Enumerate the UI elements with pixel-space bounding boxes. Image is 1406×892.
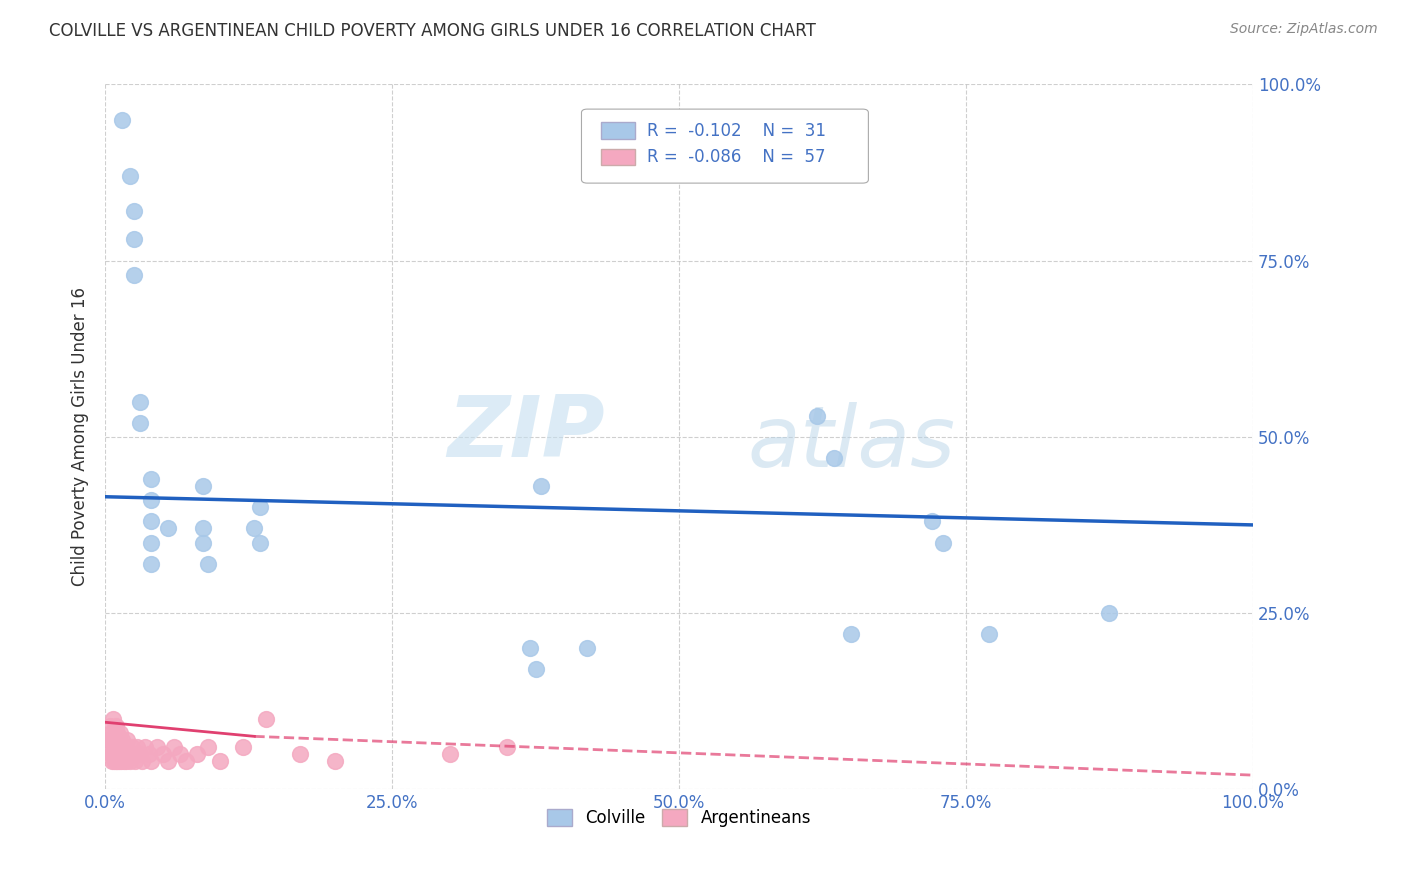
Point <box>110 754 132 768</box>
Point <box>115 732 138 747</box>
Text: ZIP: ZIP <box>447 392 605 475</box>
Point <box>139 472 162 486</box>
Point <box>97 743 120 757</box>
Point <box>108 747 131 761</box>
Point <box>122 268 145 282</box>
Point <box>530 479 553 493</box>
Point <box>254 712 277 726</box>
Point <box>157 754 180 768</box>
Point <box>105 726 128 740</box>
Text: R =  -0.086    N =  57: R = -0.086 N = 57 <box>647 148 825 166</box>
Point <box>139 557 162 571</box>
Point <box>169 747 191 761</box>
Point <box>120 754 142 768</box>
Point <box>249 500 271 515</box>
Point <box>107 747 129 761</box>
Point <box>439 747 461 761</box>
Point <box>111 732 134 747</box>
Point <box>112 754 135 768</box>
Point <box>111 112 134 127</box>
Point <box>103 732 125 747</box>
Point <box>186 747 208 761</box>
Point <box>107 732 129 747</box>
Point <box>128 394 150 409</box>
Point <box>191 535 214 549</box>
Point <box>108 754 131 768</box>
Bar <box>600 122 636 139</box>
Point <box>103 739 125 754</box>
Point <box>138 747 160 761</box>
Point <box>208 754 231 768</box>
Text: R =  -0.102    N =  31: R = -0.102 N = 31 <box>647 122 825 140</box>
Point <box>108 726 131 740</box>
Point <box>197 739 219 754</box>
Point <box>122 204 145 219</box>
Point <box>120 169 142 183</box>
Point <box>101 754 124 768</box>
Point <box>519 641 541 656</box>
Point <box>104 739 127 754</box>
Point <box>103 754 125 768</box>
Point <box>921 515 943 529</box>
Point <box>152 747 174 761</box>
Point <box>121 739 143 754</box>
Point <box>139 515 162 529</box>
Point <box>105 754 128 768</box>
Y-axis label: Child Poverty Among Girls Under 16: Child Poverty Among Girls Under 16 <box>72 287 89 586</box>
Point <box>191 521 214 535</box>
Point <box>823 450 845 465</box>
Point <box>100 726 122 740</box>
Point <box>104 754 127 768</box>
Point <box>122 232 145 246</box>
Point <box>103 747 125 761</box>
FancyBboxPatch shape <box>582 109 869 183</box>
Text: COLVILLE VS ARGENTINEAN CHILD POVERTY AMONG GIRLS UNDER 16 CORRELATION CHART: COLVILLE VS ARGENTINEAN CHILD POVERTY AM… <box>49 22 815 40</box>
Point <box>323 754 346 768</box>
Point <box>163 739 186 754</box>
Point <box>232 739 254 754</box>
Point <box>117 747 139 761</box>
Point <box>243 521 266 535</box>
Point <box>114 739 136 754</box>
Point <box>128 747 150 761</box>
Point <box>932 535 955 549</box>
Point <box>139 493 162 508</box>
Point <box>157 521 180 535</box>
Point <box>290 747 312 761</box>
Point <box>134 739 156 754</box>
Point <box>124 754 146 768</box>
Point <box>146 739 169 754</box>
Point <box>191 479 214 493</box>
Point <box>108 739 131 754</box>
Point <box>98 719 121 733</box>
Point <box>103 712 125 726</box>
Point <box>122 747 145 761</box>
Point <box>524 662 547 676</box>
Point <box>139 754 162 768</box>
Point <box>197 557 219 571</box>
Text: Source: ZipAtlas.com: Source: ZipAtlas.com <box>1230 22 1378 37</box>
Text: atlas: atlas <box>748 402 956 485</box>
Point <box>128 416 150 430</box>
Point <box>977 627 1000 641</box>
Point <box>576 641 599 656</box>
Legend: Colville, Argentineans: Colville, Argentineans <box>540 802 818 834</box>
Bar <box>600 149 636 166</box>
Point <box>1098 606 1121 620</box>
Point <box>127 739 149 754</box>
Point <box>806 409 828 423</box>
Point <box>174 754 197 768</box>
Point <box>496 739 519 754</box>
Point <box>111 747 134 761</box>
Point <box>105 739 128 754</box>
Point <box>839 627 862 641</box>
Point <box>100 747 122 761</box>
Point <box>115 754 138 768</box>
Point <box>249 535 271 549</box>
Point <box>101 732 124 747</box>
Point <box>98 732 121 747</box>
Point <box>104 719 127 733</box>
Point <box>131 754 153 768</box>
Point <box>139 535 162 549</box>
